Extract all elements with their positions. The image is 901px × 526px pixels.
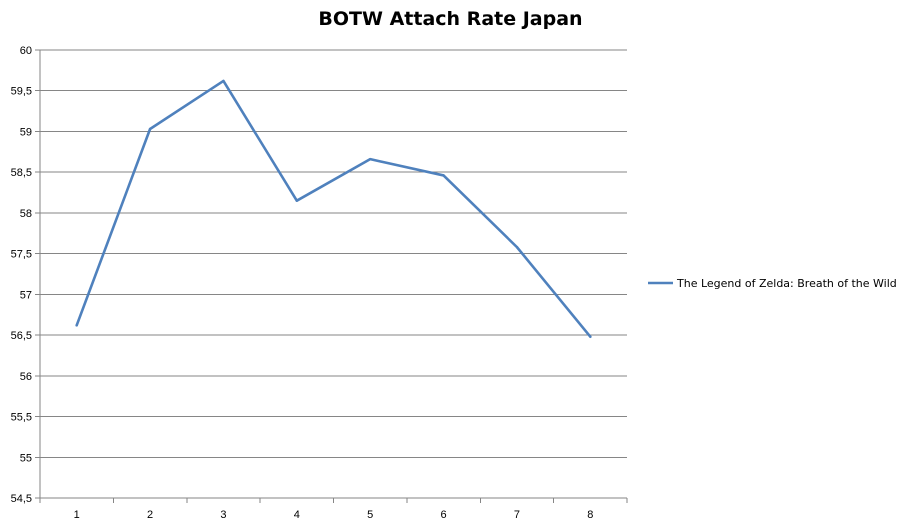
series-line [75, 79, 592, 339]
gridlines [40, 49, 627, 458]
y-tick-label: 56 [20, 371, 32, 383]
data-point [515, 245, 519, 249]
y-tick-label: 59 [20, 126, 32, 138]
y-tick-label: 54,5 [11, 493, 32, 505]
y-tick-label: 57,5 [11, 249, 32, 261]
y-tick-label: 55,5 [11, 412, 32, 424]
data-point [442, 174, 445, 177]
x-tick-label: 1 [74, 509, 80, 521]
data-point [589, 335, 592, 338]
x-axis-tick-labels: 1 2 3 4 5 6 7 8 [74, 509, 594, 521]
data-point [295, 199, 299, 202]
data-point [75, 324, 78, 327]
x-tick-label: 3 [220, 509, 226, 521]
chart-title: BOTW Attach Rate Japan [318, 8, 583, 30]
y-tick-label: 57 [20, 289, 32, 301]
y-tick-label: 58,5 [11, 167, 32, 179]
data-point [222, 79, 225, 83]
y-axis-tick-labels: 54,5 55 55,5 56 56,5 57 57,5 58 58,5 59 59,5 60 [11, 45, 32, 505]
y-tick-label: 56,5 [11, 330, 32, 342]
legend-label: The Legend of Zelda: Breath of the Wild [676, 277, 897, 290]
x-tick-label: 8 [587, 509, 593, 521]
y-tick-label: 60 [20, 45, 32, 57]
x-tick-label: 6 [441, 509, 447, 521]
y-tick-label: 55 [20, 452, 32, 464]
x-tick-label: 5 [367, 509, 373, 521]
x-tick-label: 2 [147, 509, 153, 521]
y-tick-label: 59,5 [11, 86, 32, 98]
data-point [148, 127, 152, 131]
axes [35, 49, 628, 503]
y-tick-label: 58 [20, 208, 32, 220]
legend: The Legend of Zelda: Breath of the Wild [648, 277, 897, 290]
series-group [75, 79, 592, 339]
x-tick-label: 7 [514, 509, 520, 521]
x-tick-label: 4 [294, 509, 300, 521]
data-point [368, 157, 372, 161]
